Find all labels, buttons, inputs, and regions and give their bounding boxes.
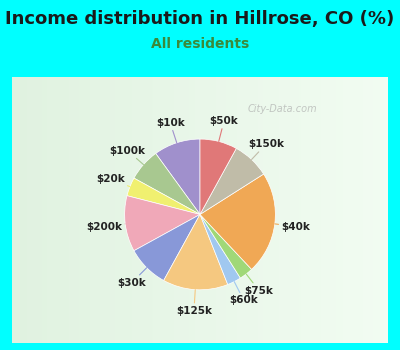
Wedge shape (200, 215, 252, 278)
Text: $125k: $125k (176, 290, 212, 316)
Text: $100k: $100k (110, 146, 146, 164)
Text: $150k: $150k (248, 139, 284, 160)
Text: All residents: All residents (151, 37, 249, 51)
Wedge shape (134, 153, 200, 215)
Wedge shape (164, 215, 228, 290)
Text: $60k: $60k (230, 282, 258, 306)
Text: $200k: $200k (86, 222, 125, 231)
Wedge shape (200, 215, 240, 285)
Wedge shape (134, 215, 200, 280)
Text: $10k: $10k (156, 118, 184, 143)
Text: Income distribution in Hillrose, CO (%): Income distribution in Hillrose, CO (%) (5, 10, 395, 28)
Wedge shape (200, 148, 264, 215)
Text: $75k: $75k (245, 274, 274, 296)
Text: $50k: $50k (210, 116, 238, 141)
Wedge shape (200, 174, 275, 270)
Text: $20k: $20k (96, 174, 130, 187)
Wedge shape (125, 196, 200, 251)
Wedge shape (200, 139, 236, 215)
Wedge shape (156, 139, 200, 215)
Text: $40k: $40k (275, 222, 310, 231)
Text: $30k: $30k (118, 268, 147, 288)
Wedge shape (127, 178, 200, 215)
Text: City-Data.com: City-Data.com (248, 104, 318, 114)
